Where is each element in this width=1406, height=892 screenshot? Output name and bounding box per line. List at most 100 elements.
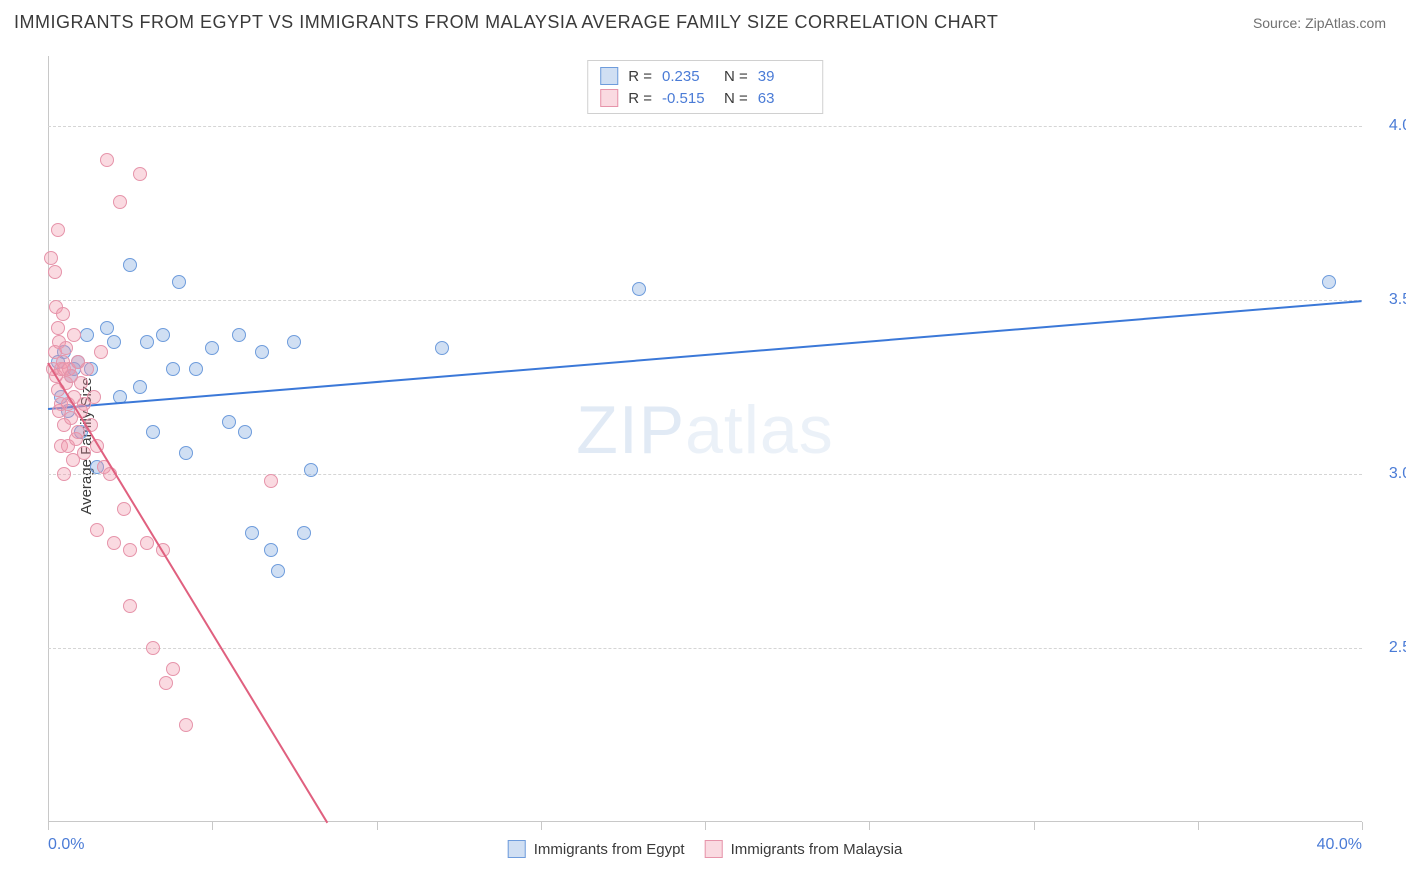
data-point — [100, 153, 114, 167]
stats-row-malaysia: R = -0.515 N = 63 — [596, 87, 814, 109]
data-point — [140, 536, 154, 550]
n-value-malaysia: 63 — [758, 90, 810, 107]
data-point — [255, 345, 269, 359]
grid-line — [48, 126, 1362, 127]
legend-item-malaysia: Immigrants from Malaysia — [705, 840, 903, 858]
data-point — [179, 446, 193, 460]
swatch-blue-icon — [600, 67, 618, 85]
legend-label-malaysia: Immigrants from Malaysia — [731, 841, 903, 858]
n-label: N = — [724, 90, 748, 107]
data-point — [264, 474, 278, 488]
data-point — [264, 543, 278, 557]
data-point — [166, 662, 180, 676]
regression-line — [47, 363, 328, 824]
data-point — [1322, 275, 1336, 289]
legend-item-egypt: Immigrants from Egypt — [508, 840, 685, 858]
data-point — [67, 328, 81, 342]
grid-line — [48, 300, 1362, 301]
data-point — [107, 536, 121, 550]
data-point — [222, 415, 236, 429]
stats-legend: R = 0.235 N = 39 R = -0.515 N = 63 — [587, 60, 823, 114]
data-point — [189, 362, 203, 376]
data-point — [107, 335, 121, 349]
data-point — [133, 167, 147, 181]
stats-row-egypt: R = 0.235 N = 39 — [596, 65, 814, 87]
data-point — [133, 380, 147, 394]
swatch-blue-icon — [508, 840, 526, 858]
data-point — [77, 446, 91, 460]
data-point — [56, 307, 70, 321]
y-tick-label: 2.50 — [1389, 639, 1406, 657]
data-point — [140, 335, 154, 349]
data-point — [44, 251, 58, 265]
regression-line — [48, 300, 1362, 410]
x-tick — [48, 822, 49, 830]
x-tick — [377, 822, 378, 830]
data-point — [159, 676, 173, 690]
data-point — [123, 543, 137, 557]
data-point — [435, 341, 449, 355]
data-point — [94, 345, 108, 359]
source-label: Source: ZipAtlas.com — [1253, 15, 1386, 31]
data-point — [156, 328, 170, 342]
legend-label-egypt: Immigrants from Egypt — [534, 841, 685, 858]
data-point — [172, 275, 186, 289]
grid-line — [48, 648, 1362, 649]
swatch-pink-icon — [600, 89, 618, 107]
data-point — [90, 523, 104, 537]
data-point — [304, 463, 318, 477]
data-point — [271, 564, 285, 578]
data-point — [123, 599, 137, 613]
x-tick — [1362, 822, 1363, 830]
chart-area: Average Family Size 2.503.003.504.00 ZIP… — [48, 56, 1362, 836]
data-point — [117, 502, 131, 516]
x-tick — [705, 822, 706, 830]
title-bar: IMMIGRANTS FROM EGYPT VS IMMIGRANTS FROM… — [0, 0, 1406, 37]
scatter-plot: 2.503.003.504.00 — [48, 56, 1362, 836]
data-point — [100, 321, 114, 335]
chart-title: IMMIGRANTS FROM EGYPT VS IMMIGRANTS FROM… — [14, 12, 998, 33]
data-point — [238, 425, 252, 439]
y-tick-label: 4.00 — [1389, 117, 1406, 135]
x-tick — [212, 822, 213, 830]
data-point — [146, 641, 160, 655]
data-point — [48, 265, 62, 279]
data-point — [57, 467, 71, 481]
data-point — [80, 328, 94, 342]
data-point — [205, 341, 219, 355]
n-value-egypt: 39 — [758, 68, 810, 85]
data-point — [245, 526, 259, 540]
x-tick — [1034, 822, 1035, 830]
r-value-malaysia: -0.515 — [662, 90, 714, 107]
data-point — [80, 362, 94, 376]
data-point — [51, 321, 65, 335]
y-tick-label: 3.00 — [1389, 465, 1406, 483]
data-point — [179, 718, 193, 732]
data-point — [71, 425, 85, 439]
data-point — [87, 390, 101, 404]
data-point — [297, 526, 311, 540]
data-point — [123, 258, 137, 272]
x-min-label: 0.0% — [48, 836, 84, 854]
grid-line — [48, 474, 1362, 475]
data-point — [232, 328, 246, 342]
swatch-pink-icon — [705, 840, 723, 858]
data-point — [632, 282, 646, 296]
data-point — [166, 362, 180, 376]
r-label: R = — [628, 68, 652, 85]
data-point — [51, 223, 65, 237]
data-point — [74, 376, 88, 390]
r-label: R = — [628, 90, 652, 107]
n-label: N = — [724, 68, 748, 85]
bottom-legend: Immigrants from Egypt Immigrants from Ma… — [508, 840, 903, 858]
y-tick-label: 3.50 — [1389, 291, 1406, 309]
data-point — [59, 341, 73, 355]
data-point — [113, 195, 127, 209]
data-point — [287, 335, 301, 349]
x-tick — [869, 822, 870, 830]
x-max-label: 40.0% — [1317, 836, 1362, 854]
x-tick — [541, 822, 542, 830]
x-tick — [1198, 822, 1199, 830]
data-point — [146, 425, 160, 439]
r-value-egypt: 0.235 — [662, 68, 714, 85]
